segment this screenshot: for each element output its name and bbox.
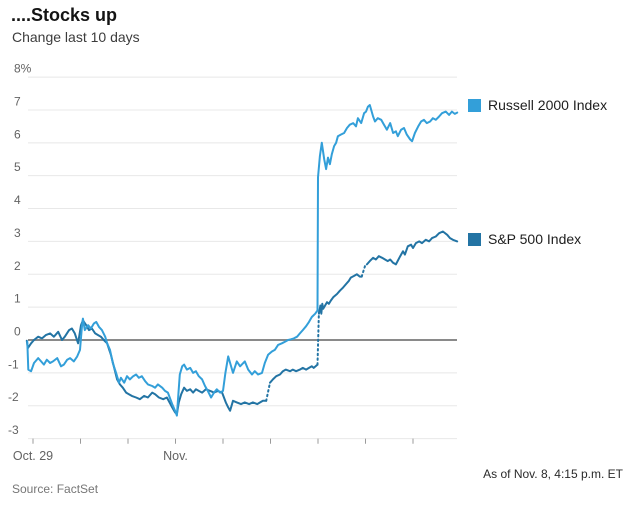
- series-line-s-p-500-index: [25, 319, 268, 415]
- legend-label-sp-500-index: S&P 500 Index: [488, 231, 582, 247]
- chart-subtitle: Change last 10 days: [12, 29, 140, 45]
- y-axis-tick-label: 6: [14, 127, 21, 141]
- series-line-s-p-500-index: [269, 363, 319, 384]
- series-line-s-p-500-index-gap-dotted: [316, 311, 320, 366]
- legend-label-russell-2000-index: Russell 2000 Index: [488, 97, 608, 113]
- y-axis-tick-label: 8%: [14, 62, 32, 76]
- y-axis-tick-label: -2: [8, 390, 19, 404]
- y-axis-tick-label: 1: [14, 292, 21, 306]
- series-line-russell-2000-index: [26, 104, 459, 417]
- x-axis-tick-label: Oct. 29: [13, 449, 53, 463]
- series-line-s-p-500-index: [365, 230, 459, 266]
- y-axis-tick-label: 0: [14, 325, 21, 339]
- y-axis-tick-label: -1: [8, 357, 19, 371]
- series-line-s-p-500-index: [317, 273, 363, 315]
- chart-title: ....Stocks up: [11, 5, 118, 25]
- y-axis-tick-label: 7: [14, 94, 21, 108]
- y-axis-tick-label: 3: [14, 226, 21, 240]
- legend-item-russell-2000-index: Russell 2000 Index: [468, 97, 607, 113]
- series-line-s-p-500-index-gap-dotted: [265, 381, 271, 402]
- legend-item-sp-500-index: S&P 500 Index: [468, 231, 581, 247]
- x-axis-tick-label: Nov.: [163, 449, 188, 463]
- legend-swatch-russell-2000-index: [468, 98, 481, 112]
- series-line-s-p-500-index-gap-dotted: [360, 265, 366, 278]
- y-axis-tick-label: -3: [8, 423, 19, 437]
- source-note: Source: FactSet: [12, 482, 99, 496]
- y-axis-tick-label: 2: [14, 259, 21, 273]
- legend-swatch-sp-500-index: [468, 232, 481, 246]
- asof-note: As of Nov. 8, 4:15 p.m. ET: [483, 467, 623, 481]
- y-axis-tick-label: 4: [14, 193, 21, 207]
- y-axis-tick-label: 5: [14, 160, 21, 174]
